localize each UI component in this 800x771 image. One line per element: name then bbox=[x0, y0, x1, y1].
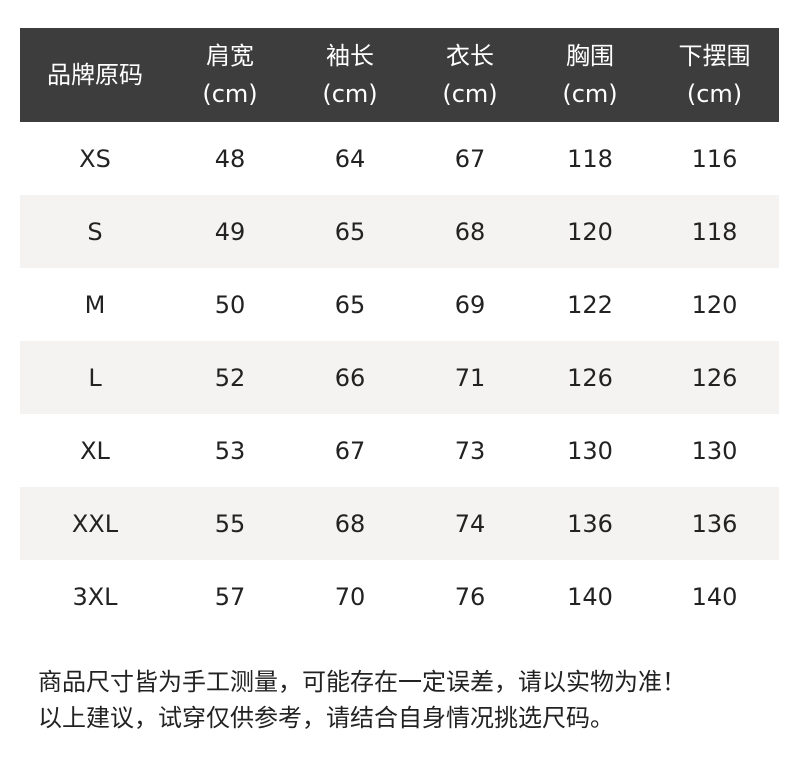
size-label: S bbox=[20, 195, 170, 268]
table-cell: 136 bbox=[650, 487, 779, 560]
header-row: 品牌原码 肩宽 (cm) 袖长 (cm) 衣长 (cm) 胸围 (cm) 下摆围 (cm) bbox=[20, 28, 779, 122]
table-cell: 48 bbox=[214, 144, 246, 173]
column-name: 品牌原码 bbox=[47, 61, 143, 89]
column-header: 胸围 (cm) bbox=[530, 28, 650, 122]
table-cell: 68 bbox=[290, 487, 410, 560]
table-cell: 76 bbox=[454, 582, 486, 611]
column-unit: (cm) bbox=[562, 80, 618, 108]
column-name: 衣长 bbox=[446, 42, 494, 70]
table-cell: 73 bbox=[454, 436, 486, 465]
table-cell: 65 bbox=[290, 195, 410, 268]
table-cell: 50 bbox=[214, 290, 246, 319]
table-cell: 69 bbox=[454, 290, 486, 319]
table-cell: 53 bbox=[214, 436, 246, 465]
table-cell: 71 bbox=[410, 341, 530, 414]
column-header: 袖长 (cm) bbox=[290, 28, 410, 122]
size-label: XL bbox=[80, 436, 110, 465]
notes: 商品尺寸皆为手工测量，可能存在一定误差，请以实物为准！ 以上建议，试穿仅供参考，… bbox=[38, 664, 686, 736]
table-cell: 55 bbox=[170, 487, 290, 560]
table-cell: 67 bbox=[334, 436, 366, 465]
table-row: S 49 65 68 120 118 bbox=[20, 195, 779, 268]
table-row: L 52 66 71 126 126 bbox=[20, 341, 779, 414]
table-cell: 49 bbox=[170, 195, 290, 268]
note-line-2: 以上建议，试穿仅供参考，请结合自身情况挑选尺码。 bbox=[38, 704, 614, 732]
table-row: XL 53 67 73 130 130 bbox=[20, 414, 779, 487]
table-cell: 140 bbox=[567, 582, 613, 611]
table-cell: 126 bbox=[650, 341, 779, 414]
table-cell: 118 bbox=[650, 195, 779, 268]
table-cell: 130 bbox=[691, 436, 738, 465]
column-name: 肩宽 bbox=[206, 42, 254, 70]
table-cell: 64 bbox=[334, 144, 366, 173]
table-cell: 140 bbox=[691, 582, 738, 611]
table-cell: 136 bbox=[530, 487, 650, 560]
table-cell: 118 bbox=[567, 144, 613, 173]
column-unit: (cm) bbox=[442, 80, 498, 108]
column-unit: (cm) bbox=[202, 80, 258, 108]
table-cell: 130 bbox=[567, 436, 613, 465]
column-header: 衣长 (cm) bbox=[410, 28, 530, 122]
column-header: 肩宽 (cm) bbox=[170, 28, 290, 122]
table-row: XS 48 64 67 118 116 bbox=[20, 122, 779, 195]
table-cell: 120 bbox=[691, 290, 738, 319]
table-row: XXL 55 68 74 136 136 bbox=[20, 487, 779, 560]
table-cell: 65 bbox=[334, 290, 366, 319]
note-line-1: 商品尺寸皆为手工测量，可能存在一定误差，请以实物为准！ bbox=[38, 668, 686, 696]
table-cell: 67 bbox=[454, 144, 486, 173]
column-name: 袖长 bbox=[326, 42, 374, 70]
table-cell: 66 bbox=[290, 341, 410, 414]
column-name: 胸围 bbox=[566, 42, 614, 70]
table-cell: 68 bbox=[410, 195, 530, 268]
table-cell: 126 bbox=[530, 341, 650, 414]
column-unit: (cm) bbox=[322, 80, 378, 108]
size-label: XS bbox=[79, 144, 111, 173]
column-header: 品牌原码 bbox=[20, 28, 170, 122]
column-unit: (cm) bbox=[686, 80, 743, 108]
table-cell: 116 bbox=[691, 144, 738, 173]
size-label: XXL bbox=[20, 487, 170, 560]
size-label: L bbox=[20, 341, 170, 414]
size-chart-table: 品牌原码 肩宽 (cm) 袖长 (cm) 衣长 (cm) 胸围 (cm) 下摆围 (cm) XS 48… bbox=[20, 28, 779, 633]
table-cell: 70 bbox=[334, 582, 366, 611]
table-cell: 122 bbox=[567, 290, 613, 319]
column-name: 下摆围 bbox=[678, 42, 751, 70]
table-row: M 50 65 69 122 120 bbox=[20, 268, 779, 341]
table-cell: 74 bbox=[410, 487, 530, 560]
table-cell: 120 bbox=[530, 195, 650, 268]
size-label: 3XL bbox=[72, 582, 118, 611]
table-cell: 57 bbox=[214, 582, 246, 611]
table-row: 3XL 57 70 76 140 140 bbox=[20, 560, 779, 633]
size-label: M bbox=[84, 290, 106, 319]
column-header: 下摆围 (cm) bbox=[650, 28, 779, 122]
table-cell: 52 bbox=[170, 341, 290, 414]
